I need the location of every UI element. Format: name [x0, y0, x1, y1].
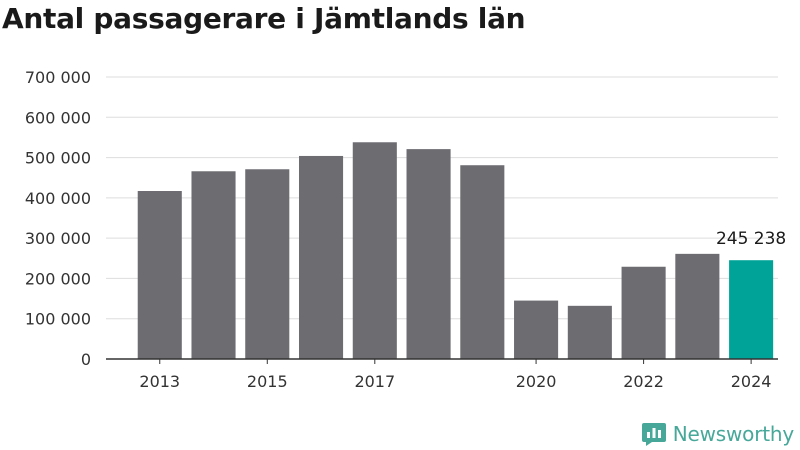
- y-tick-label: 400 000: [25, 189, 91, 208]
- brand-logo: Newsworthy: [641, 421, 794, 447]
- bar: [137, 191, 182, 359]
- bar: [191, 171, 236, 359]
- y-tick-label: 200 000: [25, 269, 91, 288]
- x-axis-ticks: 2013 2015 2017 2020 2022 2024: [106, 358, 778, 391]
- bar-highlighted: [729, 260, 774, 359]
- x-tick-label: 2022: [623, 372, 664, 391]
- bar: [406, 149, 451, 359]
- bar: [460, 165, 505, 359]
- y-tick-label: 300 000: [25, 229, 91, 248]
- bar: [567, 305, 612, 359]
- bar: [675, 253, 720, 359]
- x-tick-label: 2015: [247, 372, 288, 391]
- annotations: 245 238: [716, 229, 786, 249]
- y-tick-label: 0: [81, 350, 91, 369]
- x-tick-label: 2024: [731, 372, 772, 391]
- y-tick-label: 500 000: [25, 149, 91, 168]
- bar: [621, 266, 666, 359]
- bar: [245, 169, 290, 359]
- data-label: 245 238: [716, 229, 786, 249]
- y-tick-label: 100 000: [25, 310, 91, 329]
- brand-name: Newsworthy: [672, 422, 794, 446]
- y-tick-label: 700 000: [25, 68, 91, 87]
- bar: [298, 155, 344, 359]
- x-tick-label: 2020: [516, 372, 557, 391]
- chart-title: Antal passagerare i Jämtlands län: [2, 2, 526, 35]
- x-tick-label: 2017: [354, 372, 395, 391]
- bars: [137, 142, 774, 359]
- y-tick-label: 600 000: [25, 108, 91, 127]
- bar: [514, 300, 559, 359]
- newsworthy-logo-icon: [641, 423, 666, 446]
- bar: [352, 142, 397, 359]
- y-axis-ticks: 0 100 000 200 000 300 000 400 000 500 000 600 …: [25, 68, 91, 369]
- x-tick-label: 2013: [139, 372, 180, 391]
